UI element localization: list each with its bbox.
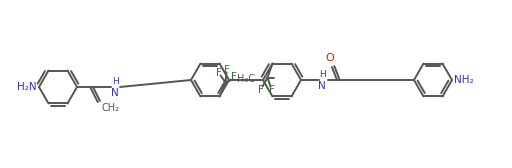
Text: H₃C: H₃C <box>238 74 255 83</box>
Text: N: N <box>111 88 119 98</box>
Text: F: F <box>258 85 264 95</box>
Text: H: H <box>319 70 326 79</box>
Text: F: F <box>230 72 237 82</box>
Text: F: F <box>224 66 229 75</box>
Text: F: F <box>269 85 274 95</box>
Text: H: H <box>112 77 119 86</box>
Text: H₂N: H₂N <box>17 82 37 92</box>
Text: CH₂: CH₂ <box>101 103 119 113</box>
Text: N: N <box>318 81 326 91</box>
Text: F: F <box>216 68 221 78</box>
Text: NH₂: NH₂ <box>454 75 474 85</box>
Text: O: O <box>326 53 334 63</box>
